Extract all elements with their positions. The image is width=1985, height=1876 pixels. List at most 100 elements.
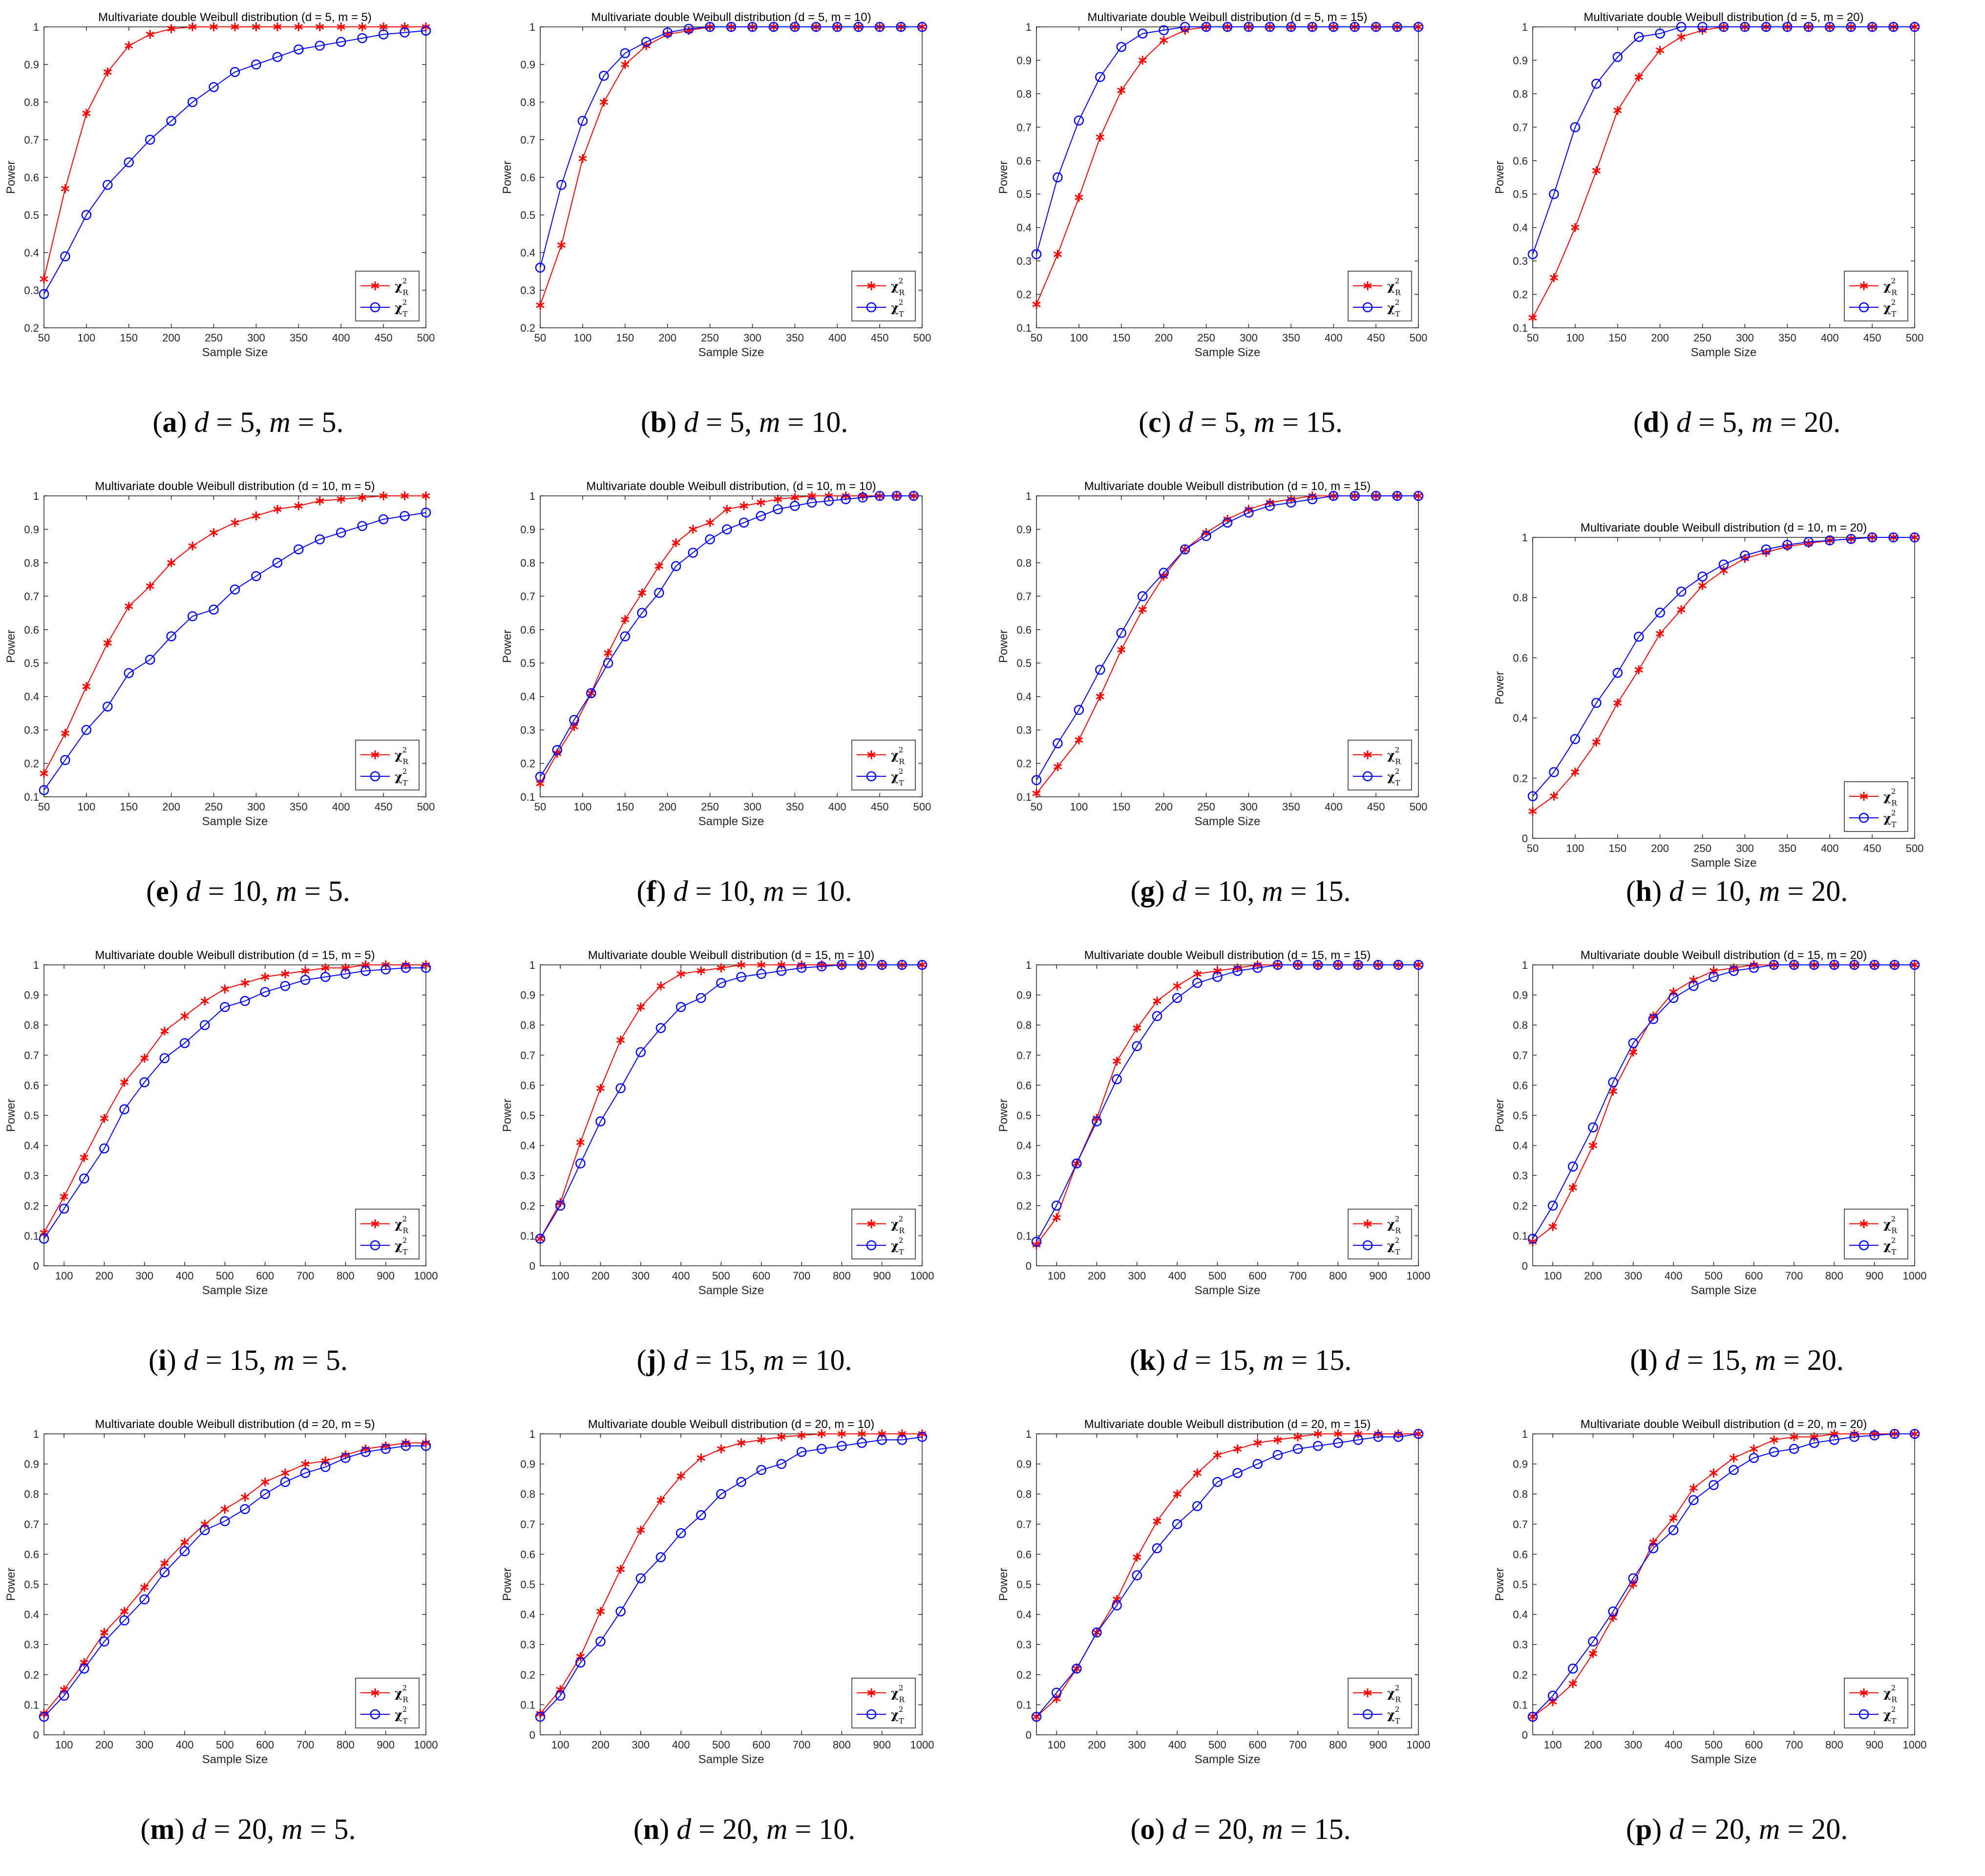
series-chi2-t: [535, 1431, 928, 1722]
data-point: [676, 1528, 686, 1538]
legend-marker: [1859, 792, 1868, 801]
x-tick-label: 100: [574, 332, 592, 344]
x-tick-label: 400: [828, 801, 846, 813]
data-point: [380, 1444, 391, 1454]
data-point: [776, 1459, 787, 1469]
data-point: [1689, 975, 1698, 984]
data-point: [1031, 1236, 1042, 1247]
panel-caption: (n) d = 20, m = 10.: [633, 1813, 856, 1845]
y-tick-label: 0.4: [24, 1140, 39, 1152]
data-point: [336, 528, 346, 538]
data-point: [756, 969, 766, 979]
legend-label: χ2 R: [891, 277, 905, 297]
legend-marker: [371, 281, 380, 290]
y-tick-label: 0.7: [520, 1049, 535, 1062]
data-point: [575, 1657, 586, 1668]
data-point: [737, 1438, 746, 1448]
data-point: [1212, 972, 1223, 982]
data-point: [697, 1453, 705, 1463]
data-point: [877, 959, 887, 970]
x-tick-label: 700: [1785, 1739, 1803, 1751]
y-tick-label: 0.6: [24, 171, 39, 184]
data-point: [79, 1663, 89, 1674]
legend-box: [851, 1209, 916, 1259]
y-tick-label: 0.4: [24, 1609, 39, 1621]
data-point: [1328, 490, 1339, 501]
data-point: [536, 779, 545, 788]
legend-label: χ2 T: [891, 298, 904, 319]
data-point: [1173, 1490, 1182, 1499]
data-point: [1031, 249, 1042, 259]
legend-marker: [370, 1709, 380, 1720]
y-tick-label: 0.5: [1513, 1578, 1528, 1591]
data-point: [40, 769, 48, 778]
legend-label: χ2 T: [891, 1705, 904, 1726]
chart-panel-k: Multivariate double Weibull distribution…: [992, 938, 1489, 1407]
y-tick-label: 0.4: [1513, 1140, 1528, 1152]
x-tick-label: 450: [871, 332, 889, 344]
data-point: [1252, 962, 1263, 973]
data-point: [717, 963, 725, 973]
data-point: [400, 511, 410, 521]
y-tick-label: 0.7: [1016, 1049, 1032, 1062]
x-tick-label: 200: [95, 1739, 113, 1751]
chart-panel-n: Multivariate double Weibull distribution…: [496, 1407, 992, 1876]
data-point: [1669, 1514, 1678, 1523]
legend: χ2 Rχ2 T: [851, 1678, 916, 1728]
data-point: [1527, 249, 1538, 259]
x-tick-label: 600: [1745, 1739, 1763, 1751]
data-point: [1072, 1663, 1082, 1674]
data-point: [379, 491, 388, 500]
series-line: [540, 1436, 923, 1717]
data-point: [576, 1138, 585, 1147]
chart-title: Multivariate double Weibull distribution…: [1584, 11, 1863, 24]
data-point: [917, 1431, 928, 1442]
data-point: [82, 109, 91, 118]
legend: χ2 Rχ2 T: [851, 740, 916, 790]
x-tick-label: 600: [256, 1270, 274, 1282]
data-point: [401, 1441, 411, 1451]
legend-marker: [1859, 281, 1868, 290]
data-point: [61, 728, 70, 738]
x-axis-label: Sample Size: [1691, 856, 1757, 870]
chart-title: Multivariate double Weibull distribution…: [588, 949, 875, 962]
y-tick-label: 0.7: [1016, 590, 1032, 602]
data-point: [736, 972, 746, 982]
chart-panel-b: Multivariate double Weibull distribution…: [496, 0, 992, 469]
data-point: [641, 37, 652, 47]
data-point: [891, 490, 902, 501]
data-point: [896, 21, 906, 32]
data-point: [1613, 106, 1622, 115]
legend-marker: [867, 750, 876, 759]
data-point: [576, 1652, 585, 1661]
data-point: [60, 1192, 68, 1201]
x-tick-label: 500: [417, 801, 435, 813]
data-point: [1568, 1679, 1577, 1688]
legend-label: χ2 R: [1387, 277, 1401, 297]
y-tick-label: 0.8: [24, 557, 39, 569]
data-point: [220, 1516, 230, 1526]
y-tick-label: 0: [1026, 1729, 1032, 1741]
x-tick-label: 100: [78, 332, 96, 344]
data-point: [125, 41, 133, 50]
y-axis-label: Power: [4, 1568, 18, 1601]
y-tick-label: 0.7: [1016, 121, 1032, 133]
data-point: [776, 966, 787, 976]
x-tick-label: 400: [332, 801, 350, 813]
y-tick-label: 0.6: [1016, 1548, 1032, 1560]
data-point: [59, 1203, 69, 1214]
series-line: [1036, 26, 1418, 255]
legend-marker: [866, 771, 877, 782]
data-point: [1750, 1444, 1758, 1453]
data-point: [1353, 1429, 1363, 1438]
data-point: [1568, 1161, 1578, 1172]
legend-box: [355, 1678, 420, 1728]
data-point: [261, 972, 270, 981]
x-axis-label: Sample Size: [698, 1753, 764, 1766]
panel-caption: (l) d = 15, m = 20.: [1630, 1344, 1844, 1376]
data-point: [620, 631, 631, 641]
data-point: [1588, 1649, 1598, 1658]
x-axis-label: Sample Size: [1195, 815, 1261, 828]
data-point: [1547, 1200, 1558, 1211]
data-point: [1193, 1469, 1202, 1478]
